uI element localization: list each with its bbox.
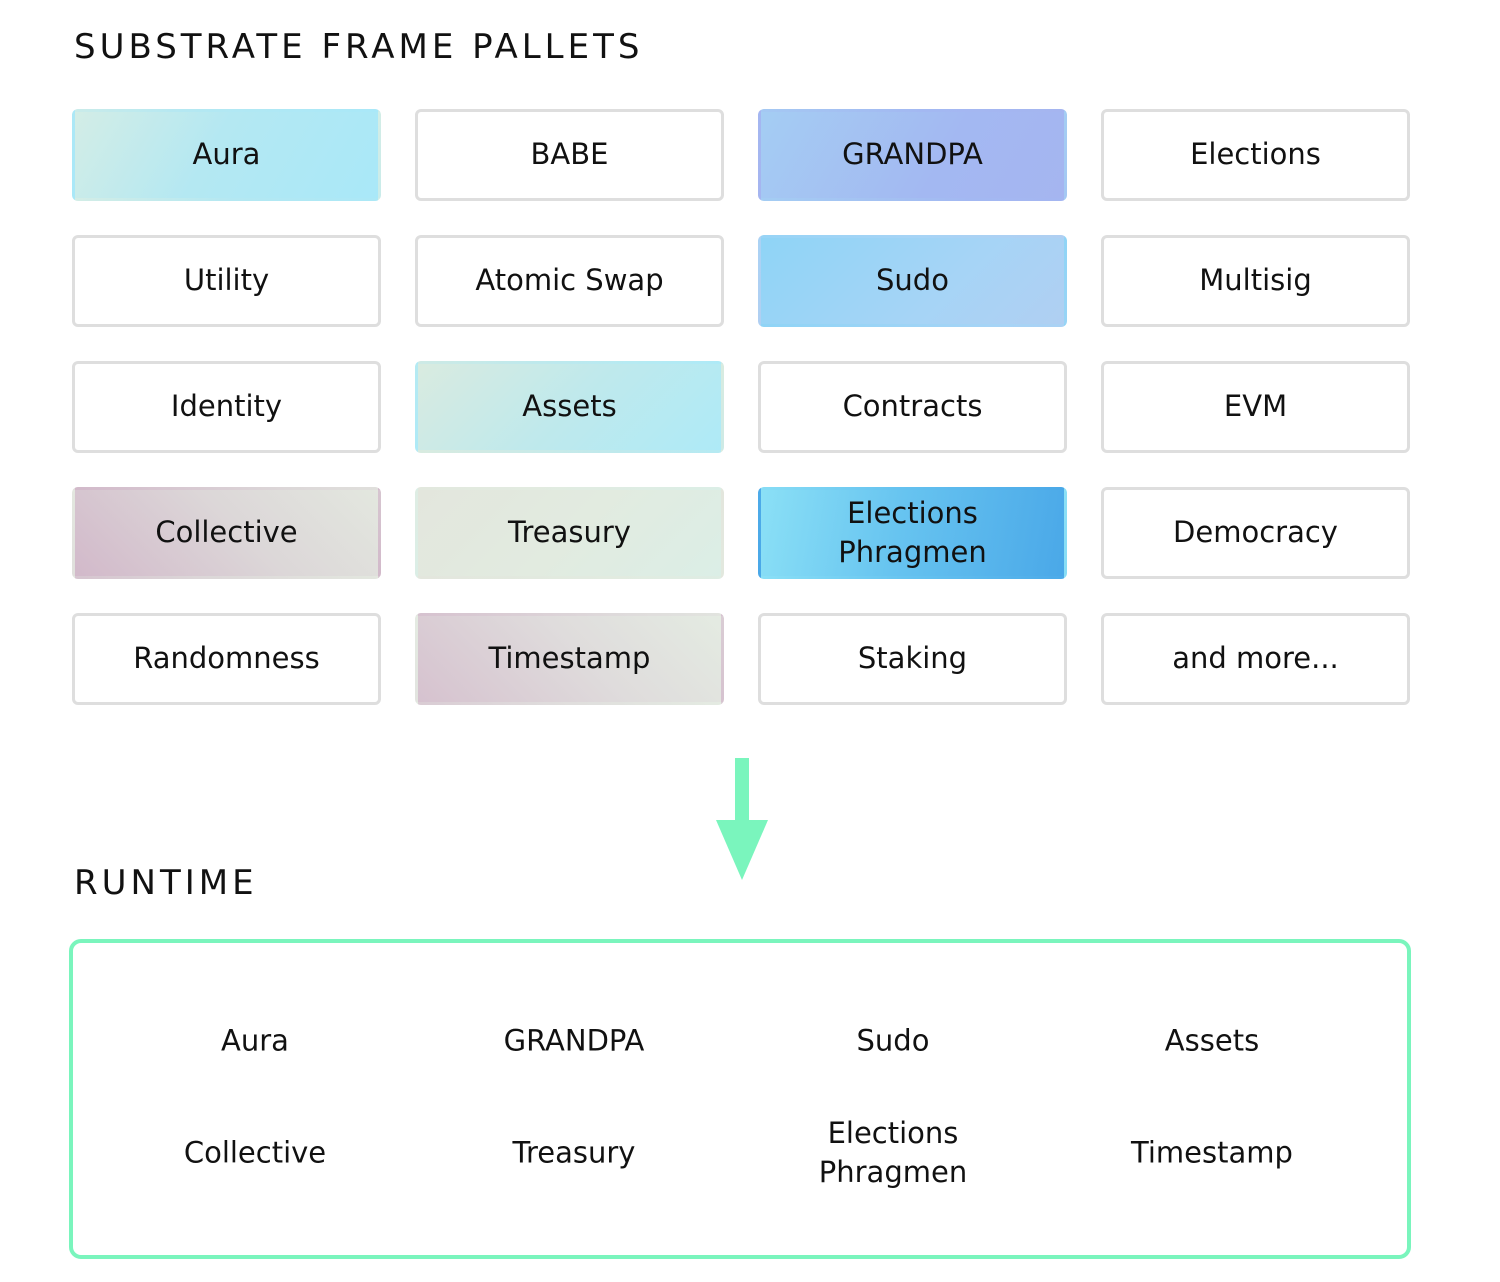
pallet-and-more: and more... (1101, 613, 1410, 705)
pallets-section-title: SUBSTRATE FRAME PALLETS (74, 27, 644, 67)
pallet-babe: BABE (415, 109, 724, 201)
pallet-grandpa: GRANDPA (758, 109, 1067, 201)
runtime-item-aura: Aura (221, 1023, 289, 1058)
pallet-identity: Identity (72, 361, 381, 453)
pallet-contracts: Contracts (758, 361, 1067, 453)
down-arrow-icon (716, 758, 768, 880)
pallet-elections-phragmen: Elections Phragmen (758, 487, 1067, 579)
runtime-item-sudo: Sudo (856, 1023, 930, 1058)
pallet-collective: Collective (72, 487, 381, 579)
runtime-item-collective: Collective (183, 1135, 327, 1170)
pallet-randomness: Randomness (72, 613, 381, 705)
pallet-multisig: Multisig (1101, 235, 1410, 327)
runtime-item-grandpa: GRANDPA (503, 1023, 645, 1058)
runtime-item-timestamp: Timestamp (1131, 1135, 1293, 1170)
pallet-treasury: Treasury (415, 487, 724, 579)
runtime-section-title: RUNTIME (74, 863, 258, 903)
pallet-assets: Assets (415, 361, 724, 453)
pallet-atomic-swap: Atomic Swap (415, 235, 724, 327)
pallet-evm: EVM (1101, 361, 1410, 453)
runtime-item-treasury: Treasury (512, 1135, 636, 1170)
runtime-item-elections-phragmen: Elections Phragmen (818, 1115, 968, 1189)
pallet-sudo: Sudo (758, 235, 1067, 327)
runtime-item-assets: Assets (1164, 1023, 1260, 1058)
pallet-democracy: Democracy (1101, 487, 1410, 579)
pallet-staking: Staking (758, 613, 1067, 705)
pallet-elections: Elections (1101, 109, 1410, 201)
pallet-grid: Aura BABE GRANDPA Elections Utility Atomic Sw… (72, 109, 1410, 705)
pallet-aura: Aura (72, 109, 381, 201)
pallet-timestamp: Timestamp (415, 613, 724, 705)
pallet-utility: Utility (72, 235, 381, 327)
runtime-box: Aura GRANDPA Sudo Assets Collective Treasury E… (69, 939, 1411, 1259)
